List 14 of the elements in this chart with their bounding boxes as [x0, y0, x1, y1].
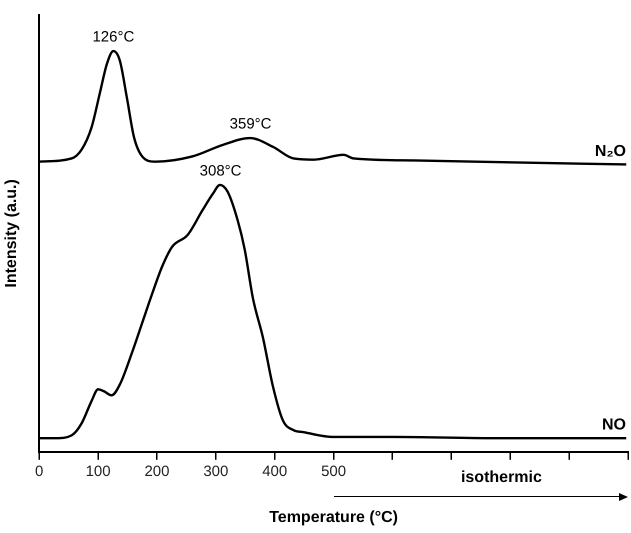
x-tick-label: 0	[35, 462, 44, 480]
x-tick-label: 200	[144, 462, 170, 480]
annotation: 126°C	[92, 28, 134, 46]
y-axis-title: Intensity (a.u.)	[3, 179, 20, 288]
x-axis-title: Temperature (°C)	[269, 508, 398, 526]
x-tick-label: 500	[321, 462, 346, 480]
x-tick-label: 300	[203, 462, 228, 480]
x-tick-label: 400	[262, 462, 288, 480]
x-tick-label: 100	[86, 462, 111, 480]
annotation: 359°C	[230, 116, 272, 133]
series-label: NO	[602, 416, 626, 434]
text: isothermic	[460, 469, 542, 486]
annotation: 308°C	[200, 162, 242, 180]
series-label: N₂O	[594, 142, 626, 160]
